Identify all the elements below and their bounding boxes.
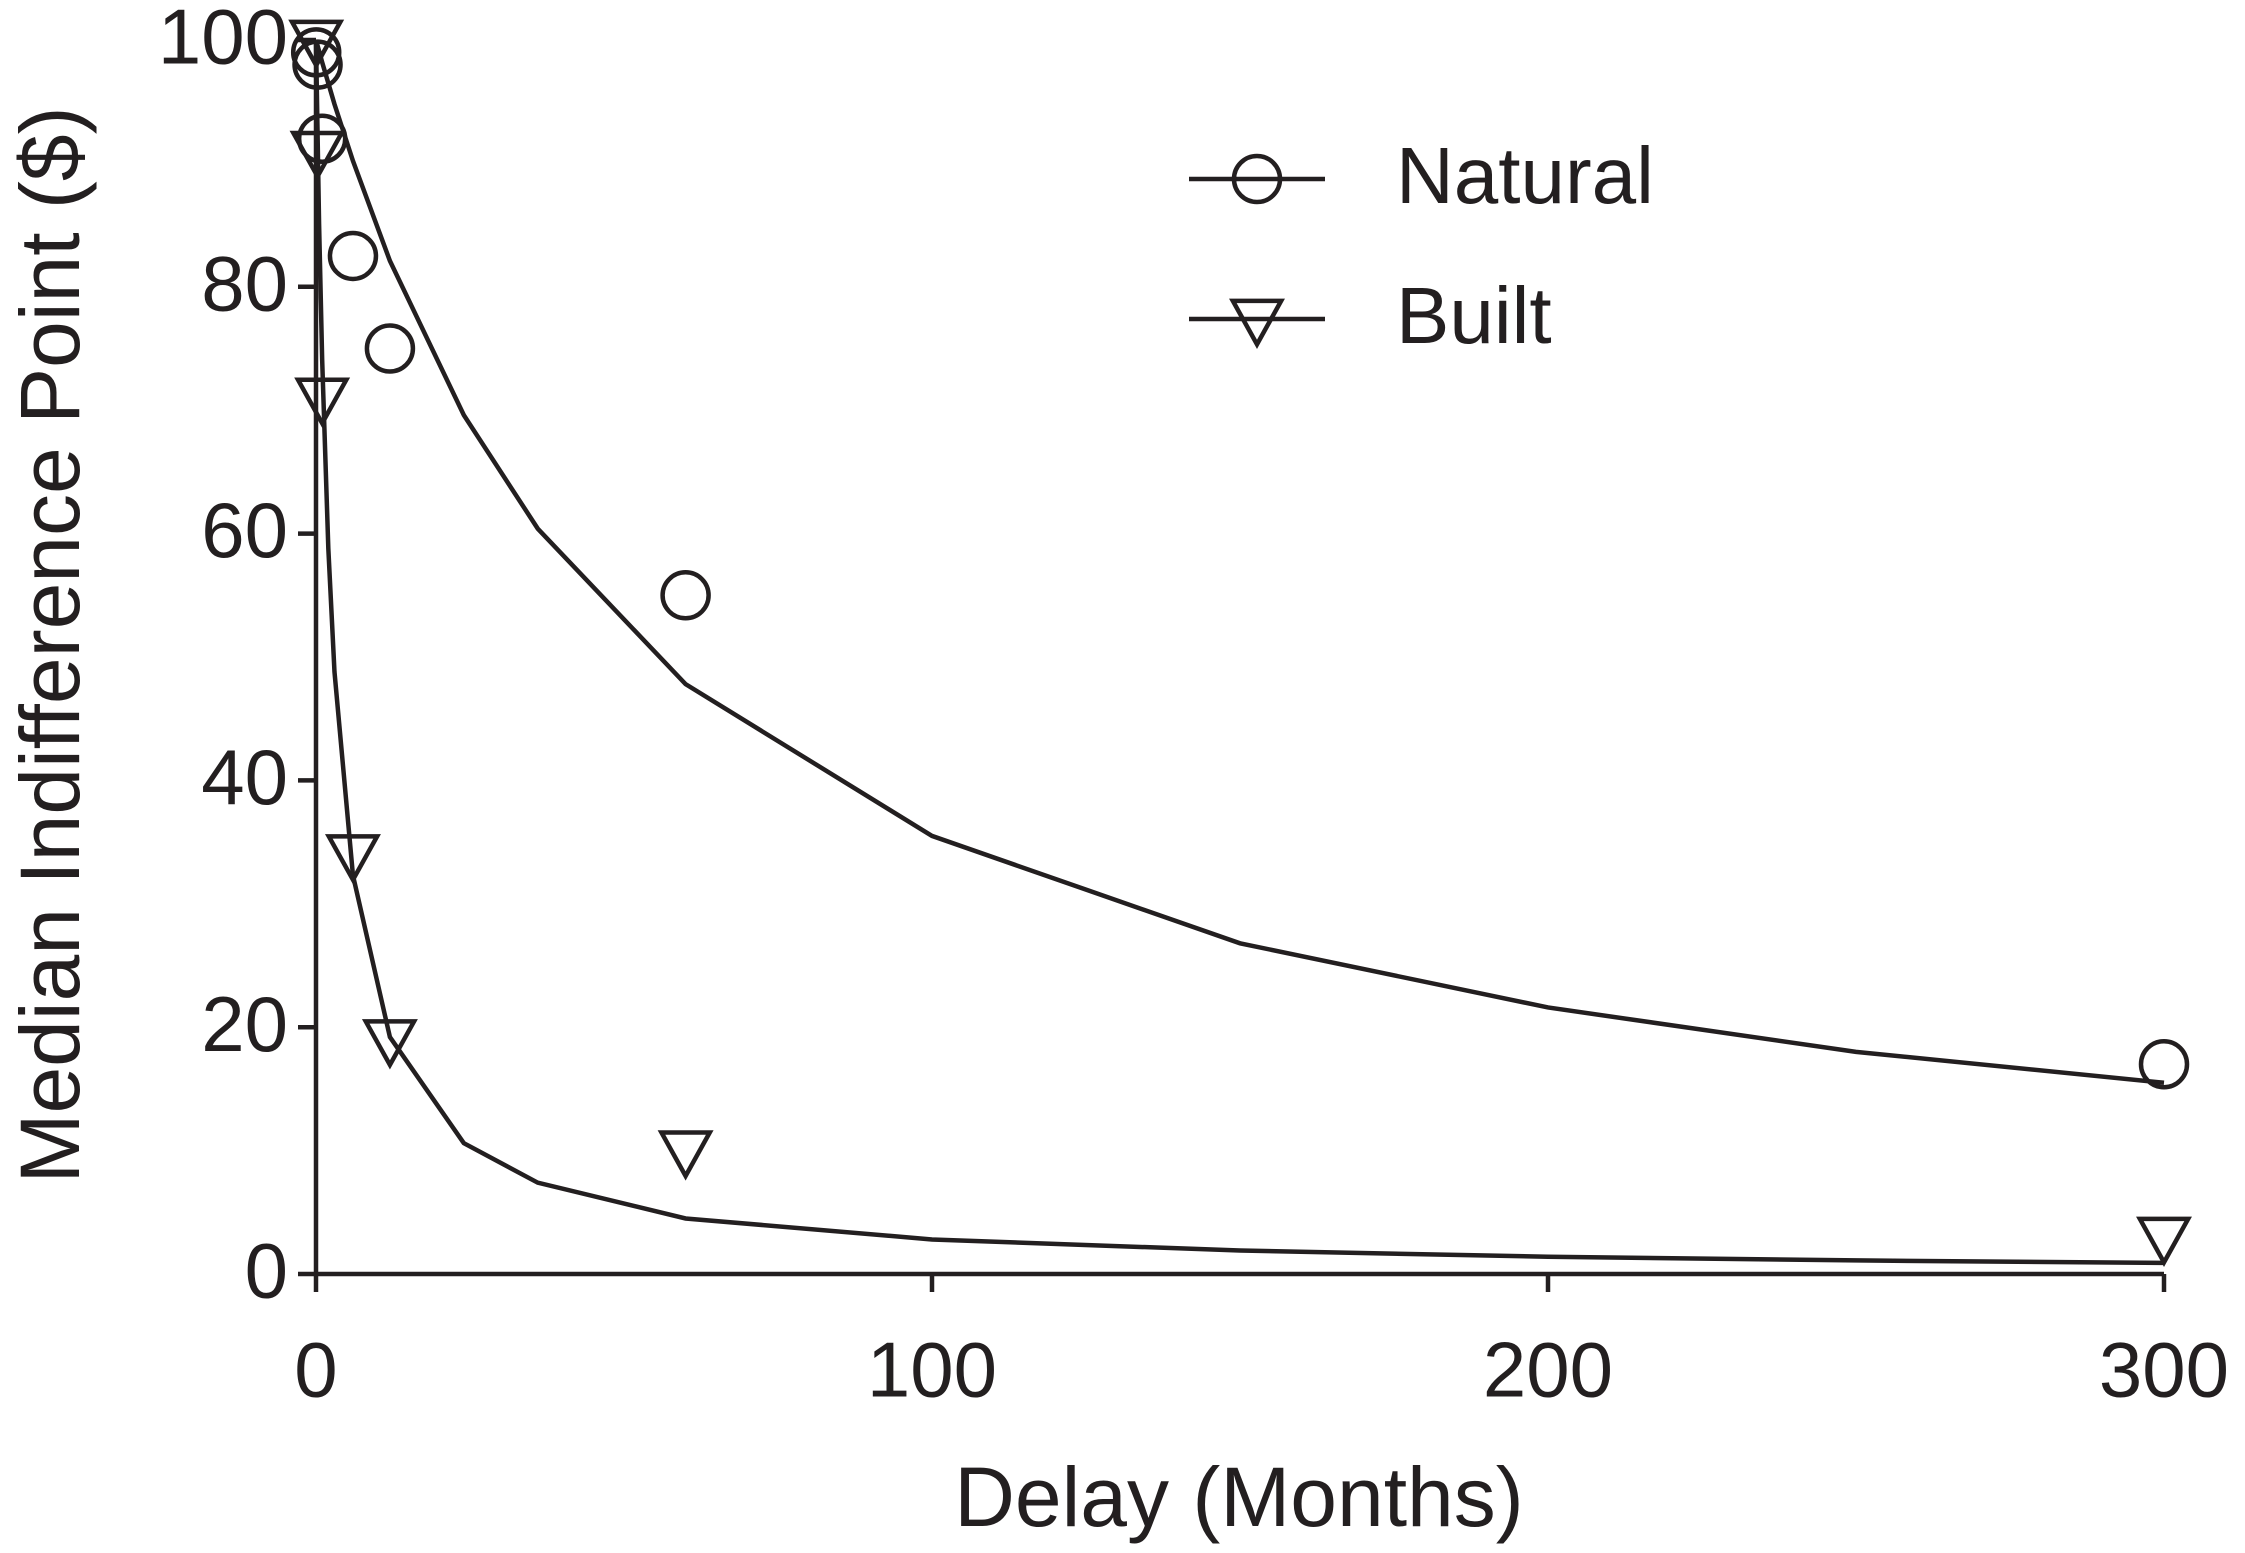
legend-marker	[1231, 153, 1283, 205]
fit-curve	[313, 39, 2165, 1266]
data-point	[324, 834, 381, 885]
legend-label: Natural	[1396, 131, 1654, 220]
x-tick-label: 0	[294, 1326, 337, 1414]
data-point	[660, 570, 711, 621]
data-point	[288, 19, 345, 70]
fit-curve	[313, 39, 2165, 1085]
legend-label: Built	[1396, 271, 1552, 360]
y-tick-label: 80	[201, 239, 288, 327]
data-point	[327, 230, 379, 282]
data-point	[292, 39, 343, 90]
data-point	[657, 1130, 714, 1181]
y-tick-label: 0	[245, 1227, 288, 1315]
data-point	[289, 130, 346, 182]
x-tick-label: 100	[867, 1326, 997, 1414]
y-axis-label: Median Indifference Point ($)	[3, 106, 97, 1183]
data-point	[2138, 1038, 2190, 1090]
legend-marker	[1229, 298, 1285, 349]
data-point	[294, 377, 351, 428]
data-point	[361, 1019, 418, 1070]
y-tick-label: 20	[201, 980, 288, 1068]
y-tick-label: 60	[201, 486, 288, 574]
data-point	[364, 323, 416, 374]
data-point	[2136, 1216, 2192, 1267]
x-tick-label: 300	[2099, 1326, 2229, 1414]
x-tick-label: 200	[1483, 1326, 1613, 1414]
x-axis-label: Delay (Months)	[954, 1450, 1524, 1544]
y-tick-label: 100	[158, 0, 288, 81]
y-tick-label: 40	[201, 733, 288, 821]
